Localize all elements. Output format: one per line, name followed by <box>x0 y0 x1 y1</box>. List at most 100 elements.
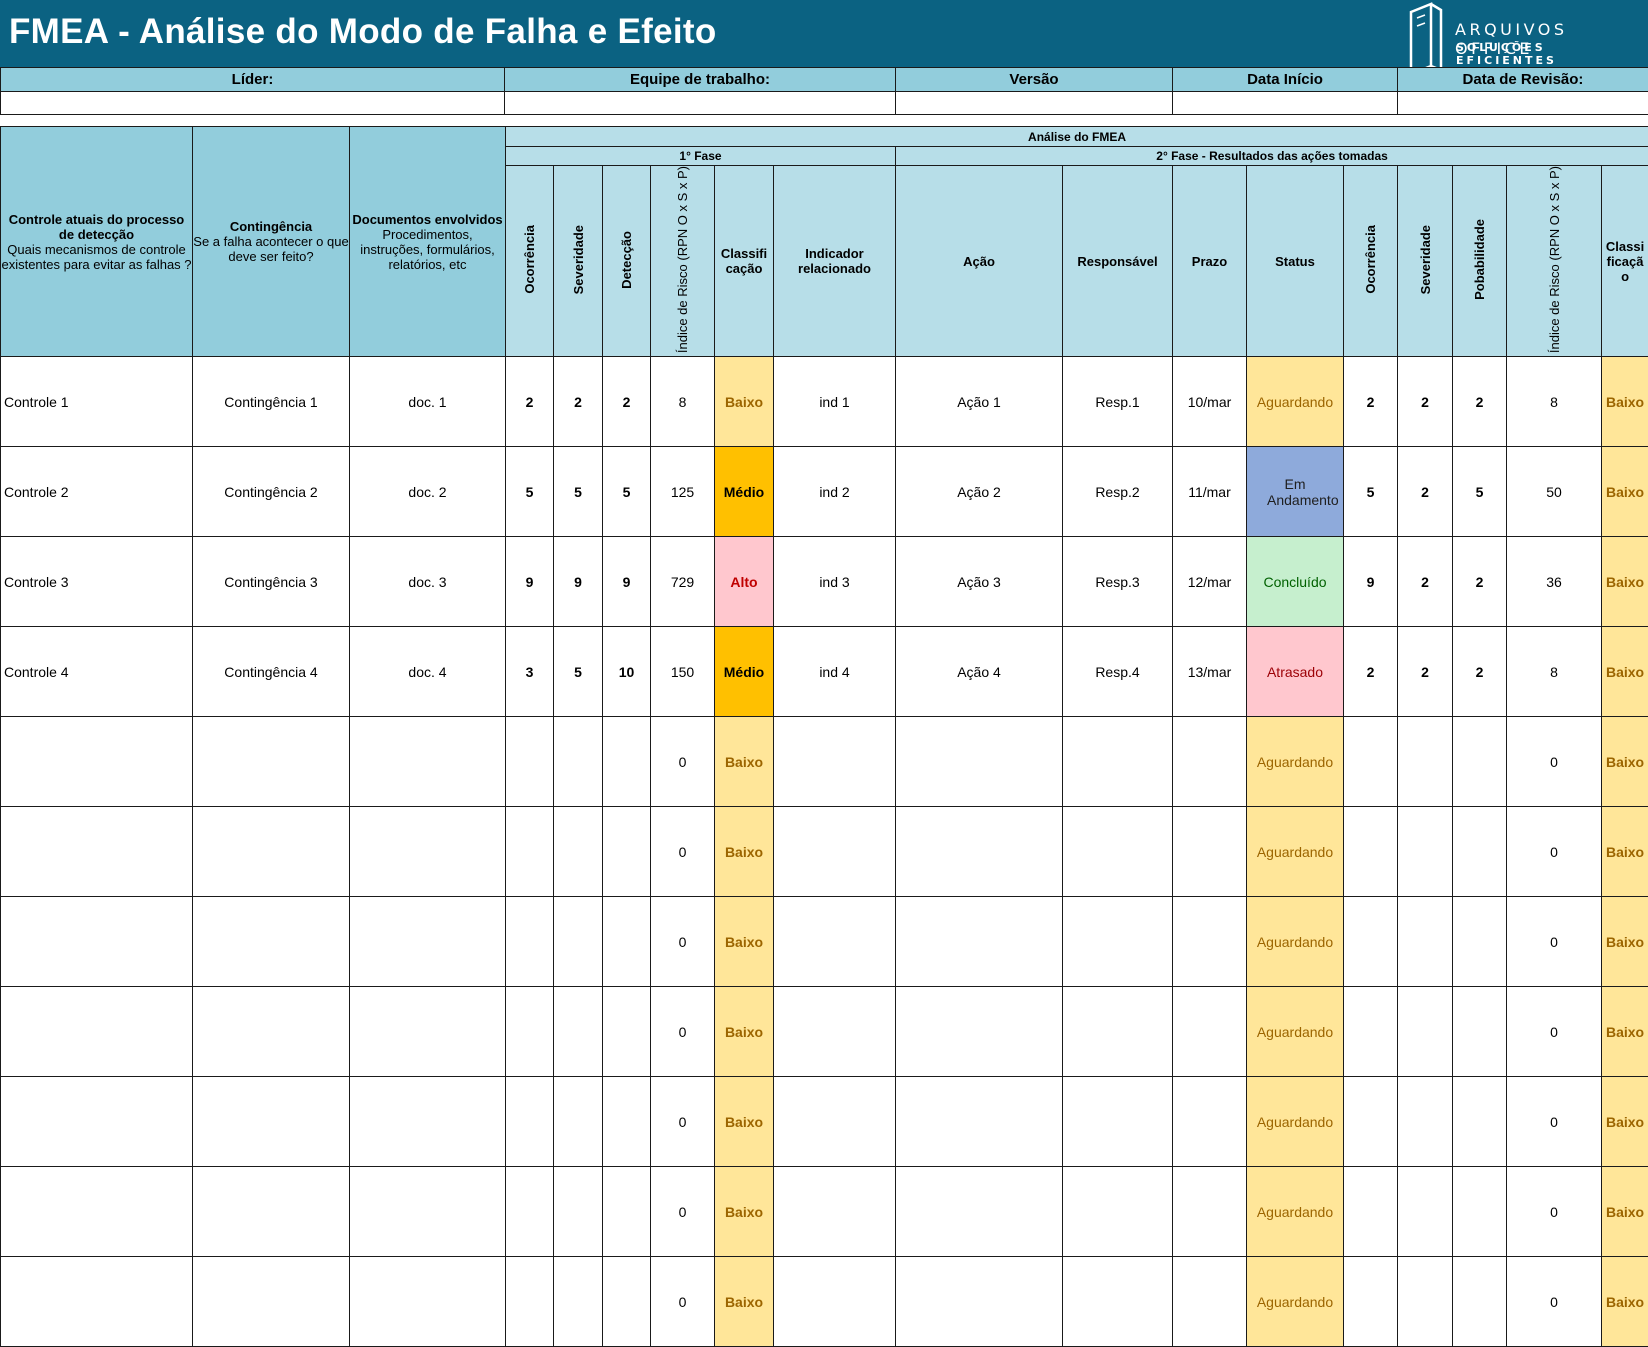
equipe-value-cell[interactable] <box>505 92 896 115</box>
lider-value-cell[interactable] <box>1 92 505 115</box>
ocorrencia2-cell[interactable] <box>1344 1167 1398 1257</box>
rpn2-cell[interactable]: 8 <box>1507 627 1602 717</box>
classificacao-cell[interactable]: Baixo <box>715 1167 774 1257</box>
acao-cell[interactable] <box>896 1257 1063 1347</box>
probabilidade-cell[interactable]: 2 <box>1453 537 1507 627</box>
probabilidade-cell[interactable]: 2 <box>1453 627 1507 717</box>
ocorrencia2-cell[interactable] <box>1344 1257 1398 1347</box>
severidade-cell[interactable] <box>554 807 603 897</box>
probabilidade-cell[interactable] <box>1453 987 1507 1077</box>
responsavel-cell[interactable] <box>1063 1257 1173 1347</box>
ocorrencia-cell[interactable]: 5 <box>506 447 554 537</box>
contingencia-cell[interactable]: Contingência 1 <box>193 357 350 447</box>
ocorrencia2-cell[interactable] <box>1344 717 1398 807</box>
rpn-cell[interactable]: 0 <box>651 807 715 897</box>
controle-cell[interactable] <box>1 987 193 1077</box>
ocorrencia2-cell[interactable] <box>1344 807 1398 897</box>
acao-cell[interactable]: Ação 3 <box>896 537 1063 627</box>
documento-cell[interactable] <box>350 1257 506 1347</box>
acao-cell[interactable] <box>896 987 1063 1077</box>
ocorrencia-cell[interactable] <box>506 1167 554 1257</box>
responsavel-cell[interactable]: Resp.4 <box>1063 627 1173 717</box>
acao-cell[interactable] <box>896 807 1063 897</box>
contingencia-cell[interactable]: Contingência 4 <box>193 627 350 717</box>
severidade2-cell[interactable] <box>1398 1077 1453 1167</box>
ocorrencia-cell[interactable]: 3 <box>506 627 554 717</box>
deteccao-cell[interactable]: 9 <box>603 537 651 627</box>
status-cell[interactable]: Aguardando <box>1247 987 1344 1077</box>
classificacao2-cell[interactable]: Baixo <box>1602 627 1648 717</box>
probabilidade-cell[interactable] <box>1453 1077 1507 1167</box>
prazo-cell[interactable] <box>1173 807 1247 897</box>
status-cell[interactable]: Aguardando <box>1247 1167 1344 1257</box>
ocorrencia-cell[interactable]: 9 <box>506 537 554 627</box>
contingencia-cell[interactable]: Contingência 3 <box>193 537 350 627</box>
severidade2-cell[interactable]: 2 <box>1398 447 1453 537</box>
classificacao-cell[interactable]: Baixo <box>715 987 774 1077</box>
rpn2-cell[interactable]: 36 <box>1507 537 1602 627</box>
status-cell[interactable]: Aguardando <box>1247 807 1344 897</box>
contingencia-cell[interactable] <box>193 807 350 897</box>
rpn2-cell[interactable]: 0 <box>1507 1257 1602 1347</box>
acao-cell[interactable] <box>896 1167 1063 1257</box>
prazo-cell[interactable]: 10/mar <box>1173 357 1247 447</box>
classificacao2-cell[interactable]: Baixo <box>1602 717 1648 807</box>
rpn2-cell[interactable]: 8 <box>1507 357 1602 447</box>
rpn-cell[interactable]: 0 <box>651 717 715 807</box>
acao-cell[interactable]: Ação 1 <box>896 357 1063 447</box>
classificacao2-cell[interactable]: Baixo <box>1602 807 1648 897</box>
classificacao2-cell[interactable]: Baixo <box>1602 1257 1648 1347</box>
indicador-cell[interactable] <box>774 897 896 987</box>
controle-cell[interactable] <box>1 897 193 987</box>
controle-cell[interactable]: Controle 3 <box>1 537 193 627</box>
responsavel-cell[interactable] <box>1063 1167 1173 1257</box>
ocorrencia2-cell[interactable]: 2 <box>1344 627 1398 717</box>
severidade-cell[interactable]: 9 <box>554 537 603 627</box>
ocorrencia-cell[interactable] <box>506 987 554 1077</box>
deteccao-cell[interactable] <box>603 1257 651 1347</box>
rpn-cell[interactable]: 0 <box>651 1077 715 1167</box>
acao-cell[interactable] <box>896 897 1063 987</box>
rpn-cell[interactable]: 8 <box>651 357 715 447</box>
rpn2-cell[interactable]: 0 <box>1507 1077 1602 1167</box>
classificacao-cell[interactable]: Baixo <box>715 1077 774 1167</box>
classificacao2-cell[interactable]: Baixo <box>1602 1077 1648 1167</box>
status-cell[interactable]: Aguardando <box>1247 717 1344 807</box>
indicador-cell[interactable] <box>774 987 896 1077</box>
status-cell[interactable]: Em Andamento <box>1247 447 1344 537</box>
classificacao-cell[interactable]: Baixo <box>715 357 774 447</box>
acao-cell[interactable]: Ação 4 <box>896 627 1063 717</box>
status-cell[interactable]: Concluído <box>1247 537 1344 627</box>
severidade2-cell[interactable] <box>1398 807 1453 897</box>
deteccao-cell[interactable] <box>603 1167 651 1257</box>
classificacao-cell[interactable]: Baixo <box>715 807 774 897</box>
ocorrencia-cell[interactable]: 2 <box>506 357 554 447</box>
rpn-cell[interactable]: 729 <box>651 537 715 627</box>
deteccao-cell[interactable] <box>603 717 651 807</box>
severidade-cell[interactable]: 5 <box>554 447 603 537</box>
responsavel-cell[interactable] <box>1063 717 1173 807</box>
contingencia-cell[interactable] <box>193 1077 350 1167</box>
deteccao-cell[interactable] <box>603 987 651 1077</box>
documento-cell[interactable] <box>350 897 506 987</box>
classificacao-cell[interactable]: Alto <box>715 537 774 627</box>
status-cell[interactable]: Aguardando <box>1247 1257 1344 1347</box>
classificacao2-cell[interactable]: Baixo <box>1602 537 1648 627</box>
contingencia-cell[interactable] <box>193 1167 350 1257</box>
deteccao-cell[interactable]: 5 <box>603 447 651 537</box>
classificacao2-cell[interactable]: Baixo <box>1602 1167 1648 1257</box>
severidade-cell[interactable] <box>554 1167 603 1257</box>
controle-cell[interactable] <box>1 717 193 807</box>
classificacao2-cell[interactable]: Baixo <box>1602 987 1648 1077</box>
rpn-cell[interactable]: 0 <box>651 1167 715 1257</box>
rpn2-cell[interactable]: 0 <box>1507 987 1602 1077</box>
contingencia-cell[interactable] <box>193 987 350 1077</box>
severidade-cell[interactable] <box>554 717 603 807</box>
ocorrencia2-cell[interactable]: 2 <box>1344 357 1398 447</box>
documento-cell[interactable] <box>350 1167 506 1257</box>
prazo-cell[interactable] <box>1173 1167 1247 1257</box>
indicador-cell[interactable]: ind 2 <box>774 447 896 537</box>
contingencia-cell[interactable] <box>193 1257 350 1347</box>
controle-cell[interactable] <box>1 807 193 897</box>
rpn-cell[interactable]: 0 <box>651 1257 715 1347</box>
